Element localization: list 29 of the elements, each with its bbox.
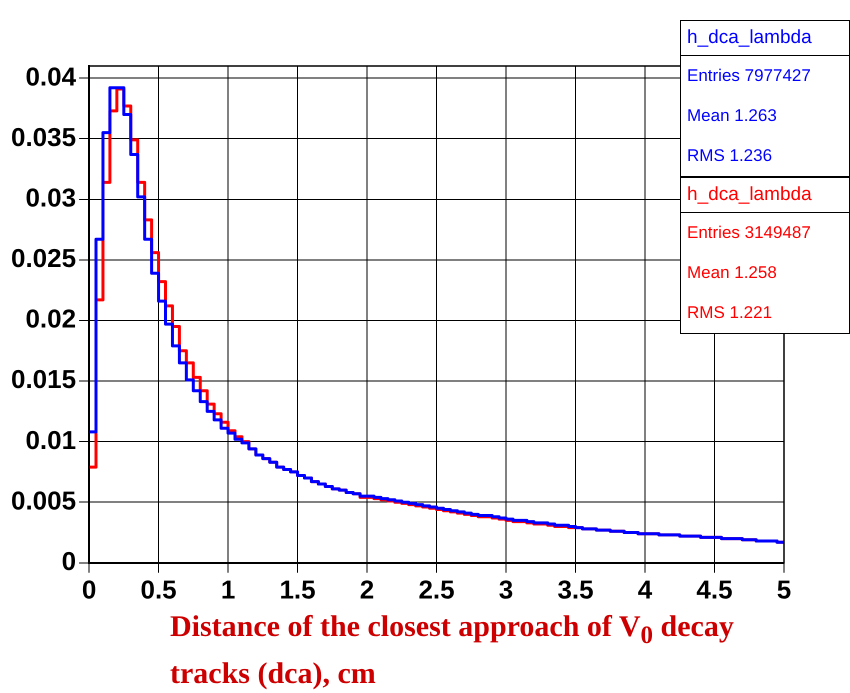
annotation: RMS 1.236 [686,145,774,167]
y-tick-label: 0.035 [10,122,76,152]
annotation: Entries 7977427 [686,65,812,87]
x-tick-label: 4 [638,574,653,605]
y-tick-label: 0.005 [10,485,76,516]
x-tick-label: 3 [498,574,514,605]
x-tick-label: 4.5 [696,574,733,605]
annotation: Entries 3149487 [686,222,812,244]
annotation: RMS 1.221 [686,302,774,324]
y-tick-label: 0 [62,546,76,576]
y-tick-label: 0.015 [10,364,76,394]
x-tick-label: 0.5 [140,574,177,605]
text: h_dca_lambda [681,178,849,213]
y-tick-label: 0.025 [10,243,76,274]
x-tick-label: 1 [220,574,236,605]
y-tick-label: 0.03 [25,182,76,212]
x-tick-label: 5 [776,574,792,605]
x-tick-label: 2 [360,574,374,605]
x-tick-label: 0 [82,574,96,605]
x-tick-label: 1.5 [279,574,316,605]
text: Distance of the closest approach of V$_{0}$ decay tracks (dca), cm [170,610,734,690]
x-tick-label: 2.5 [418,574,455,605]
y-tick-label: 0.01 [25,424,76,455]
y-tick-label: 0.02 [25,304,76,334]
y-tick-label: 0.04 [25,61,77,92]
annotation: Mean 1.258 [686,262,778,284]
annotation: Mean 1.263 [686,105,778,127]
text: h_dca_lambda [681,21,849,56]
x-tick-label: 3.5 [557,574,594,605]
